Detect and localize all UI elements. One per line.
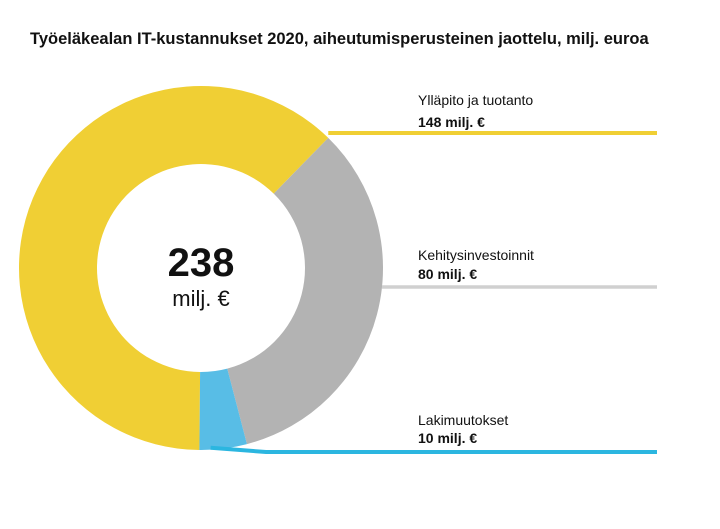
- slice-value-kehitysinvestoinnit: 80 milj. €: [418, 266, 477, 282]
- donut-slices: [18, 86, 384, 450]
- leader-lines: [210, 131, 657, 454]
- slice-label-kehitysinvestoinnit: Kehitysinvestoinnit: [418, 247, 534, 263]
- leader-line-lakimuutokset: [210, 445, 657, 454]
- chart-title: Työeläkealan IT-kustannukset 2020, aiheu…: [30, 30, 649, 48]
- slice-kehitysinvestoinnit: [227, 137, 384, 445]
- slice-label-lakimuutokset: Lakimuutokset: [418, 412, 508, 428]
- slice-yllapito-ja-tuotanto: [18, 86, 329, 450]
- slice-value-lakimuutokset: 10 milj. €: [418, 430, 477, 446]
- center-total-unit: milj. €: [172, 286, 229, 311]
- slice-labels: Ylläpito ja tuotanto 148 milj. € Kehitysin…: [418, 92, 534, 446]
- slice-lakimuutokset: [199, 368, 247, 450]
- slice-label-yllapito-ja-tuotanto: Ylläpito ja tuotanto: [418, 92, 533, 108]
- center-total-value: 238: [168, 241, 235, 285]
- slice-value-yllapito-ja-tuotanto: 148 milj. €: [418, 114, 485, 130]
